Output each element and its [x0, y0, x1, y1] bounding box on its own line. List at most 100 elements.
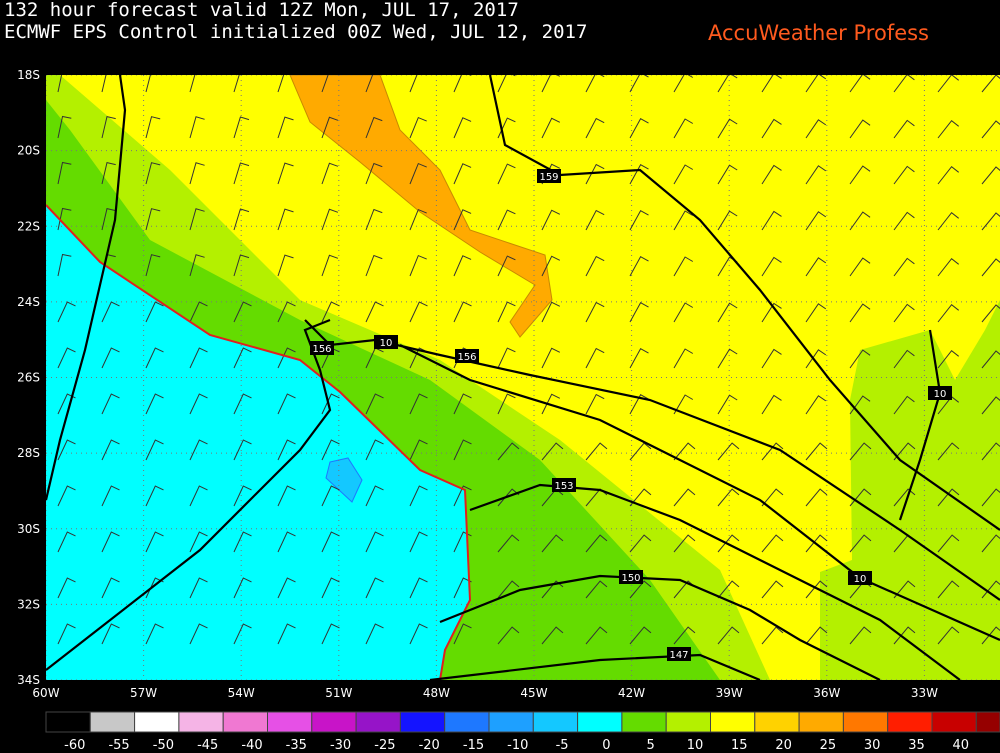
wind-barb	[365, 531, 384, 553]
wind-barb	[101, 485, 120, 507]
color-swatch	[887, 711, 933, 733]
wind-barb	[761, 626, 784, 645]
contour-label-box	[848, 571, 872, 585]
wind-barb	[761, 442, 784, 461]
wind-barb	[321, 577, 340, 599]
wind-barb	[937, 488, 960, 507]
wind-barb	[57, 577, 76, 599]
wind-barb	[541, 75, 561, 93]
wind-barb	[937, 580, 960, 599]
wind-barb	[585, 442, 608, 461]
wind-barb	[233, 254, 250, 277]
wind-barb	[277, 623, 296, 645]
lat-label: 34S	[17, 673, 40, 687]
wind-barb	[761, 534, 784, 553]
wind-barb	[409, 208, 427, 231]
wind-barb	[233, 75, 240, 93]
wind-barb	[673, 442, 696, 461]
lat-label: 30S	[17, 522, 40, 536]
color-swatch	[931, 711, 977, 733]
wind-barb	[805, 534, 828, 553]
lon-label: 39W	[716, 686, 743, 700]
wind-barb	[981, 396, 1000, 415]
color-swatch	[798, 711, 844, 733]
color-swatch	[665, 711, 712, 733]
wind-barb	[805, 349, 827, 369]
lat-label: 22S	[17, 219, 40, 233]
wind-barb	[937, 442, 960, 461]
wind-barb	[849, 211, 871, 231]
field-cyan	[46, 205, 470, 680]
wind-barb	[981, 626, 1000, 645]
wind-barb	[761, 488, 784, 507]
contour-label: 10	[928, 386, 952, 400]
color-label: 40	[953, 738, 970, 753]
wind-barb	[981, 304, 1000, 323]
wind-barb	[365, 623, 384, 645]
wind-barb	[541, 301, 561, 323]
contour-label-text: 156	[457, 352, 476, 363]
wind-barb	[409, 439, 428, 461]
wind-barb	[57, 75, 63, 93]
wind-barb	[145, 254, 161, 277]
lon-label: 48W	[423, 686, 450, 700]
color-label: -40	[241, 738, 262, 753]
contour-label: 10	[848, 571, 872, 585]
wind-barb	[277, 577, 296, 599]
wind-barb	[981, 350, 1000, 369]
wind-barb	[585, 301, 605, 323]
wind-barb	[57, 115, 72, 139]
grid	[46, 75, 1000, 680]
wind-barb	[981, 166, 1000, 185]
lon-label: 51W	[325, 686, 352, 700]
color-swatch	[842, 711, 889, 733]
wind-barb	[981, 212, 1000, 231]
color-label: 10	[687, 738, 704, 753]
wind-barb	[673, 348, 694, 369]
wind-barb	[497, 580, 520, 599]
wind-barb	[761, 580, 784, 599]
wind-barb	[673, 118, 694, 139]
wind-barb	[629, 118, 649, 139]
wind-barb	[101, 623, 120, 645]
wind-barb	[453, 255, 472, 277]
wind-barb	[277, 485, 296, 507]
wind-barb	[937, 75, 960, 93]
wind-barb	[189, 162, 205, 185]
wind-barb	[453, 117, 472, 139]
wind-barb	[101, 208, 116, 231]
wind-barb	[629, 302, 649, 323]
wind-barb	[937, 303, 960, 323]
wind-barb	[233, 116, 250, 139]
wind-barb	[937, 349, 960, 369]
wind-barb	[365, 393, 384, 415]
contour-label-text: 150	[621, 573, 640, 584]
wind-barb	[365, 75, 383, 93]
field-blue	[325, 457, 363, 503]
wind-barb	[497, 209, 516, 231]
brand: AccuWeather Profess	[708, 21, 929, 45]
wind-barb	[453, 301, 472, 323]
wind-barb	[541, 534, 564, 553]
wind-barb	[101, 75, 107, 93]
wind-barb	[981, 442, 1000, 461]
contour-label-box	[455, 349, 479, 363]
wind-barb	[849, 303, 871, 323]
contour	[46, 75, 127, 501]
wind-barb	[937, 211, 960, 231]
wind-barb	[805, 488, 828, 507]
wind-barb	[57, 531, 76, 553]
wind-barb	[541, 626, 564, 645]
wind-barb	[629, 488, 652, 507]
wind-barb	[101, 116, 116, 139]
wind-barb	[717, 580, 740, 599]
color-swatch	[754, 711, 800, 733]
header-line: 132 hour forecast valid 12Z Mon, JUL 17,…	[4, 0, 519, 21]
wind-barb	[453, 485, 472, 507]
wind-barb	[849, 75, 871, 93]
contour	[429, 653, 761, 680]
wind-barb	[761, 394, 782, 415]
wind-barb	[409, 623, 428, 645]
